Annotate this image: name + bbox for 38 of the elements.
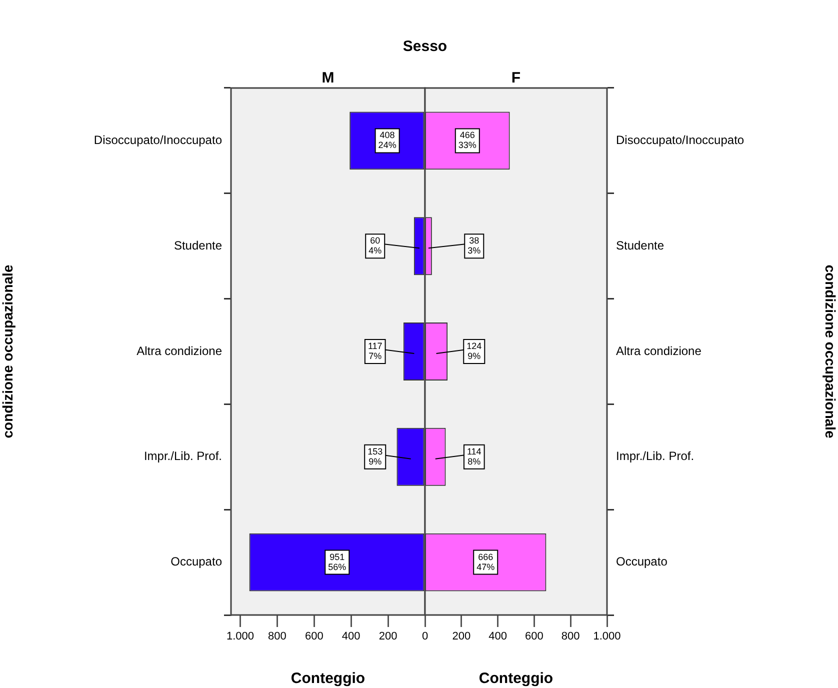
- y-tick-label: Disoccupato/Inoccupato: [616, 133, 744, 148]
- data-label: 951 56%: [328, 552, 346, 572]
- y-tick-label: Impr./Lib. Prof.: [144, 449, 222, 464]
- data-label: 117 7%: [368, 340, 382, 361]
- data-label: 60 4%: [368, 236, 382, 256]
- x-tick-label: 200: [452, 630, 471, 643]
- y-axis-title: condizione occupazionale: [0, 264, 16, 438]
- y-tick-label: Altra condizione: [616, 344, 702, 358]
- x-tick-label: 600: [525, 630, 544, 643]
- y-tick-label: Studente: [174, 238, 222, 252]
- chart-title: M: [322, 70, 334, 87]
- x-tick-label: 200: [378, 630, 398, 643]
- y-tick-label: Impr./Lib. Prof.: [616, 449, 694, 464]
- data-label: 114 8%: [466, 446, 482, 466]
- y-tick-label: Occupato: [170, 554, 222, 569]
- data-label: 466 33%: [458, 130, 476, 150]
- y-tick-label: Disoccupato/Inoccupato: [94, 133, 222, 148]
- y-axis-title: condizione occupazionale: [822, 264, 838, 438]
- x-tick-label: 800: [268, 630, 286, 643]
- y-tick-label: Altra condizione: [136, 344, 222, 358]
- data-label: 153 9%: [368, 446, 383, 466]
- data-label: 666 47%: [476, 552, 495, 572]
- x-tick-label: 400: [488, 630, 507, 643]
- chart-title: F: [511, 70, 521, 87]
- x-tick-label: 1.000: [226, 630, 254, 643]
- x-axis-title: Conteggio: [290, 670, 366, 688]
- x-axis-title: Conteggio: [478, 670, 554, 688]
- data-label: 408 24%: [378, 130, 396, 150]
- x-tick-label: 800: [561, 630, 580, 643]
- x-tick-label: 1.000: [593, 630, 621, 643]
- y-tick-label: Studente: [616, 238, 664, 252]
- data-label: 38 3%: [468, 236, 481, 256]
- text: Sesso: [402, 38, 448, 55]
- y-tick-label: Occupato: [616, 554, 668, 569]
- x-tick-label: 600: [304, 630, 324, 643]
- x-tick-label: 400: [342, 630, 360, 643]
- data-label: 124 9%: [466, 340, 482, 361]
- x-tick-label: 0: [422, 630, 428, 643]
